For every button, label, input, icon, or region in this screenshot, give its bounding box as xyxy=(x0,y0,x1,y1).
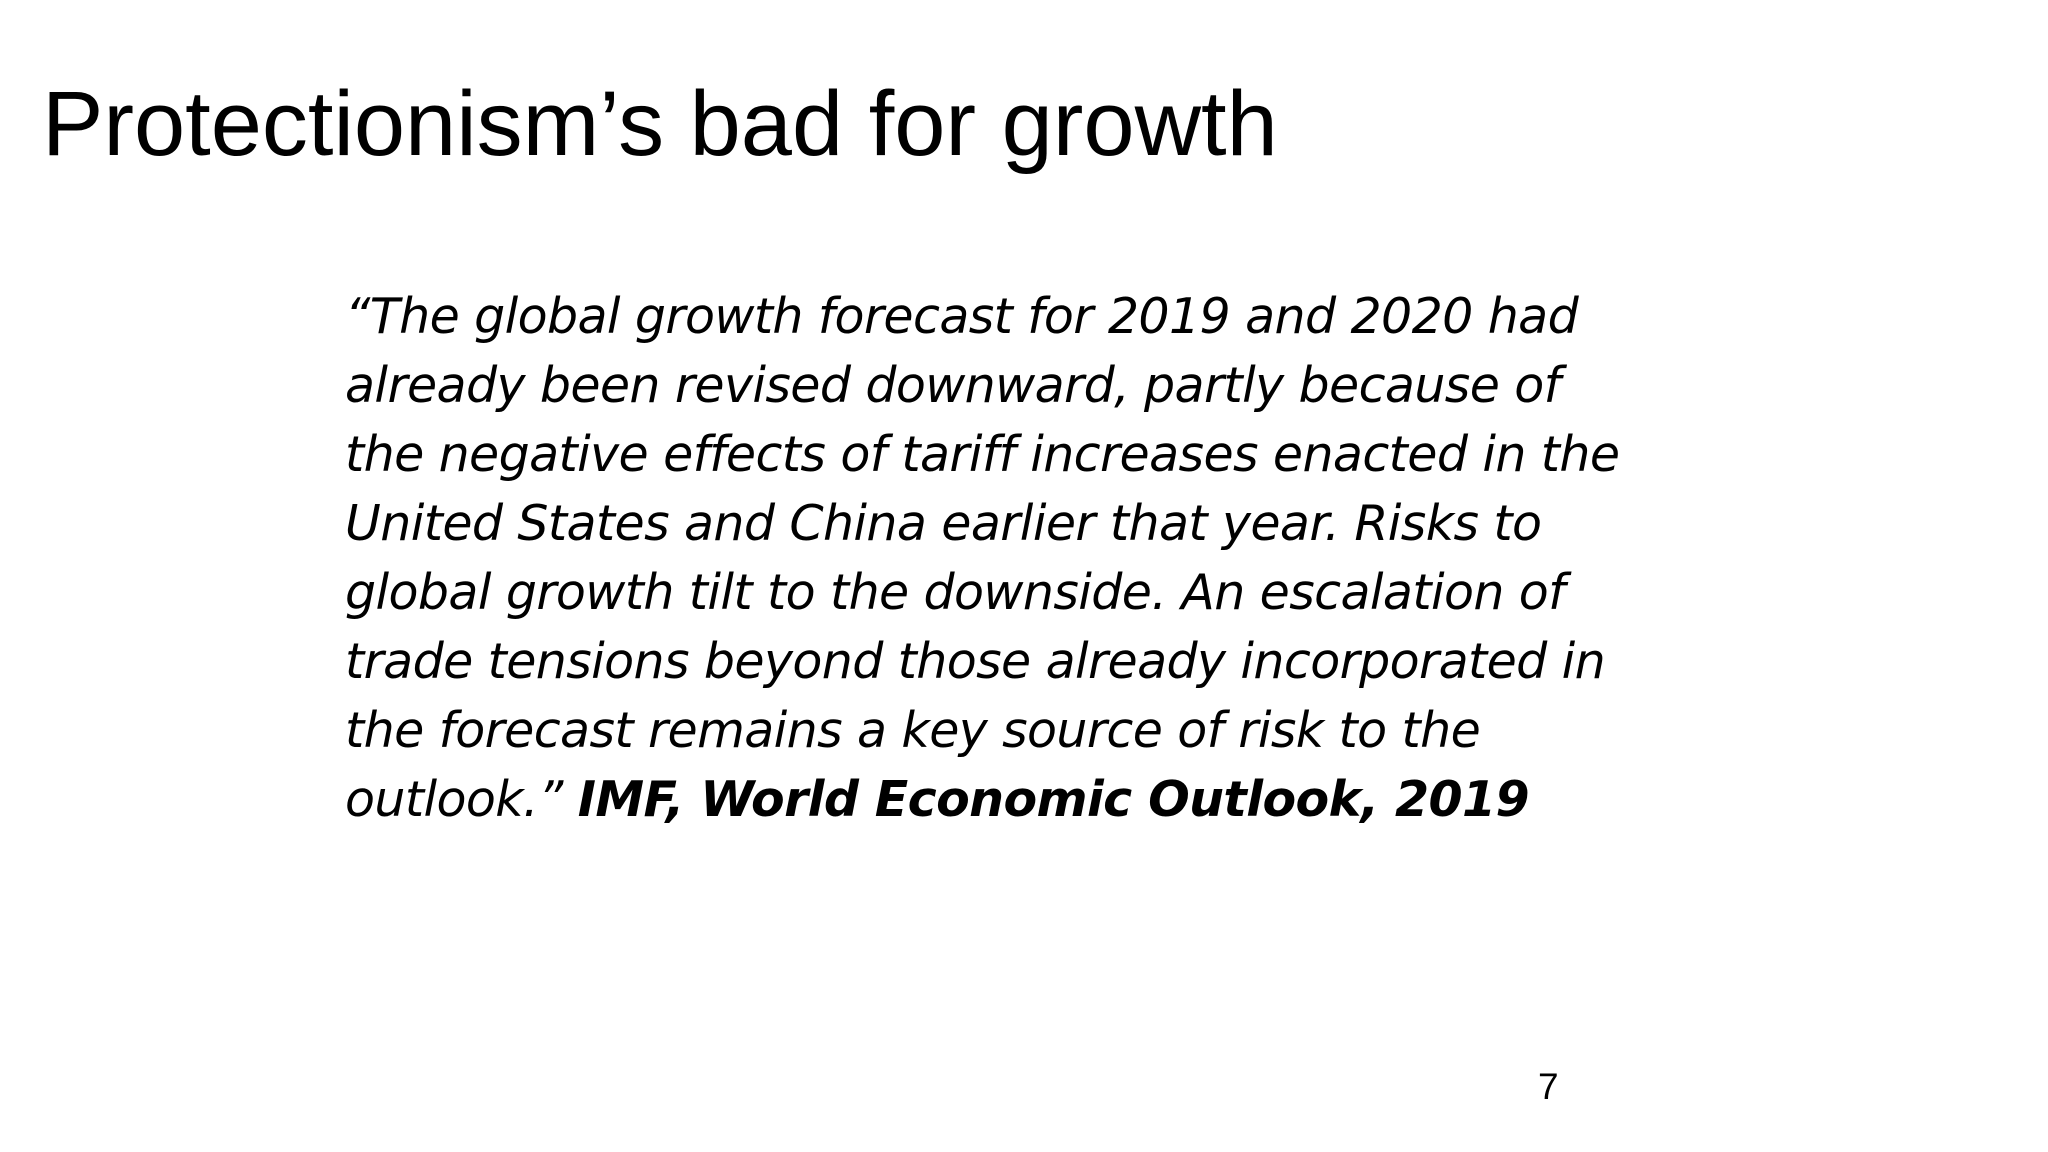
quote-line: the forecast remains a key source of ris… xyxy=(345,702,1481,759)
quote-citation: IMF, World Economic Outlook, 2019 xyxy=(577,771,1530,828)
quote-line-text: outlook.” xyxy=(345,771,563,828)
slide-title: Protectionism’s bad for growth xyxy=(42,73,1278,175)
quote-last-line: outlook.” IMF, World Economic Outlook, 2… xyxy=(345,765,1745,834)
quote-line: the negative effects of tariff increases… xyxy=(345,426,1620,483)
quote-line: United States and China earlier that yea… xyxy=(345,495,1542,552)
quote-block: “The global growth forecast for 2019 and… xyxy=(345,282,1745,834)
quote-line: already been revised downward, partly be… xyxy=(345,357,1561,414)
quote-line: “The global growth forecast for 2019 and… xyxy=(345,288,1579,345)
quote-line: trade tensions beyond those already inco… xyxy=(345,633,1606,690)
page-number: 7 xyxy=(1538,1066,1559,1107)
quote-line: global growth tilt to the downside. An e… xyxy=(345,564,1565,621)
